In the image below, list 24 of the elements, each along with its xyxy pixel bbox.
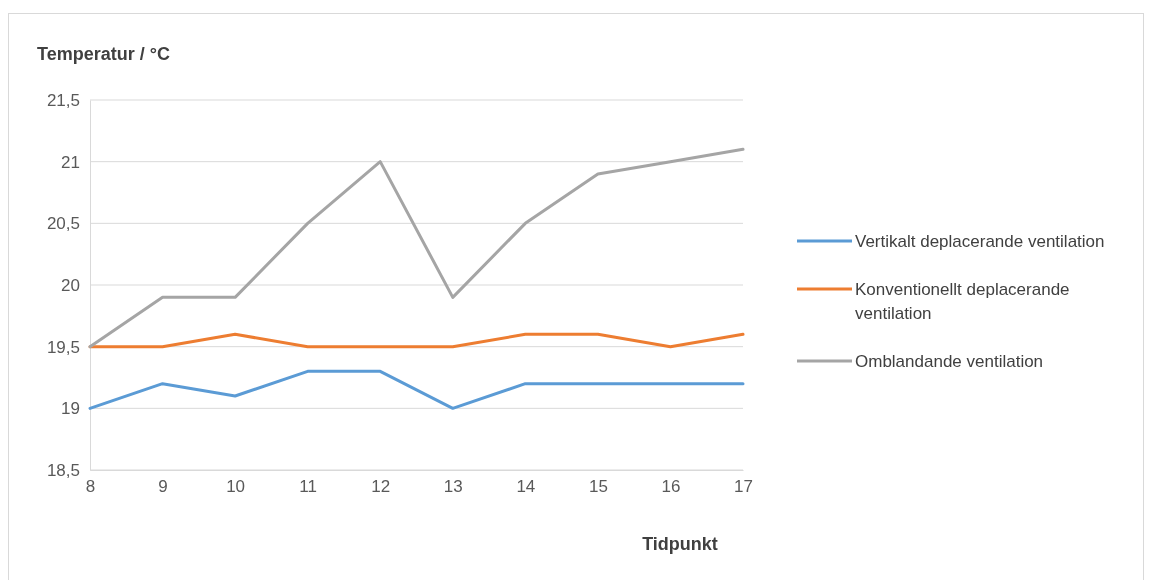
y-axis-title: Temperatur / °C: [37, 44, 170, 64]
y-tick-label: 19: [61, 399, 80, 419]
legend-label: Omblandande ventilation: [855, 352, 1044, 371]
y-tick-label: 18,5: [46, 460, 80, 480]
y-tick-label: 20: [61, 275, 80, 295]
line-series: [88, 147, 745, 349]
x-tick-label: 13: [443, 477, 463, 497]
x-tick-label: 9: [158, 477, 168, 497]
y-tick-label: 21: [61, 152, 80, 172]
x-tick-label: 17: [734, 477, 753, 497]
x-tick-label: 10: [226, 477, 246, 497]
x-tick-label: 8: [85, 477, 96, 497]
x-tick-label: 12: [371, 477, 391, 497]
y-tick-label: 21,5: [46, 90, 80, 110]
legend-label: Konventionellt deplacerande ventilation: [855, 280, 1070, 323]
legend-label: Vertikalt deplacerande ventilation: [855, 232, 1105, 251]
x-tick-label: 11: [299, 477, 317, 497]
x-tick-label: 15: [588, 477, 608, 497]
x-tick-label: 16: [661, 477, 681, 497]
x-tick-label: 14: [516, 477, 536, 497]
line-series: [88, 369, 745, 410]
y-tick-label: 19,5: [46, 337, 80, 357]
y-tick-label: 20,5: [46, 214, 80, 234]
x-axis-title: Tidpunkt: [642, 534, 718, 554]
